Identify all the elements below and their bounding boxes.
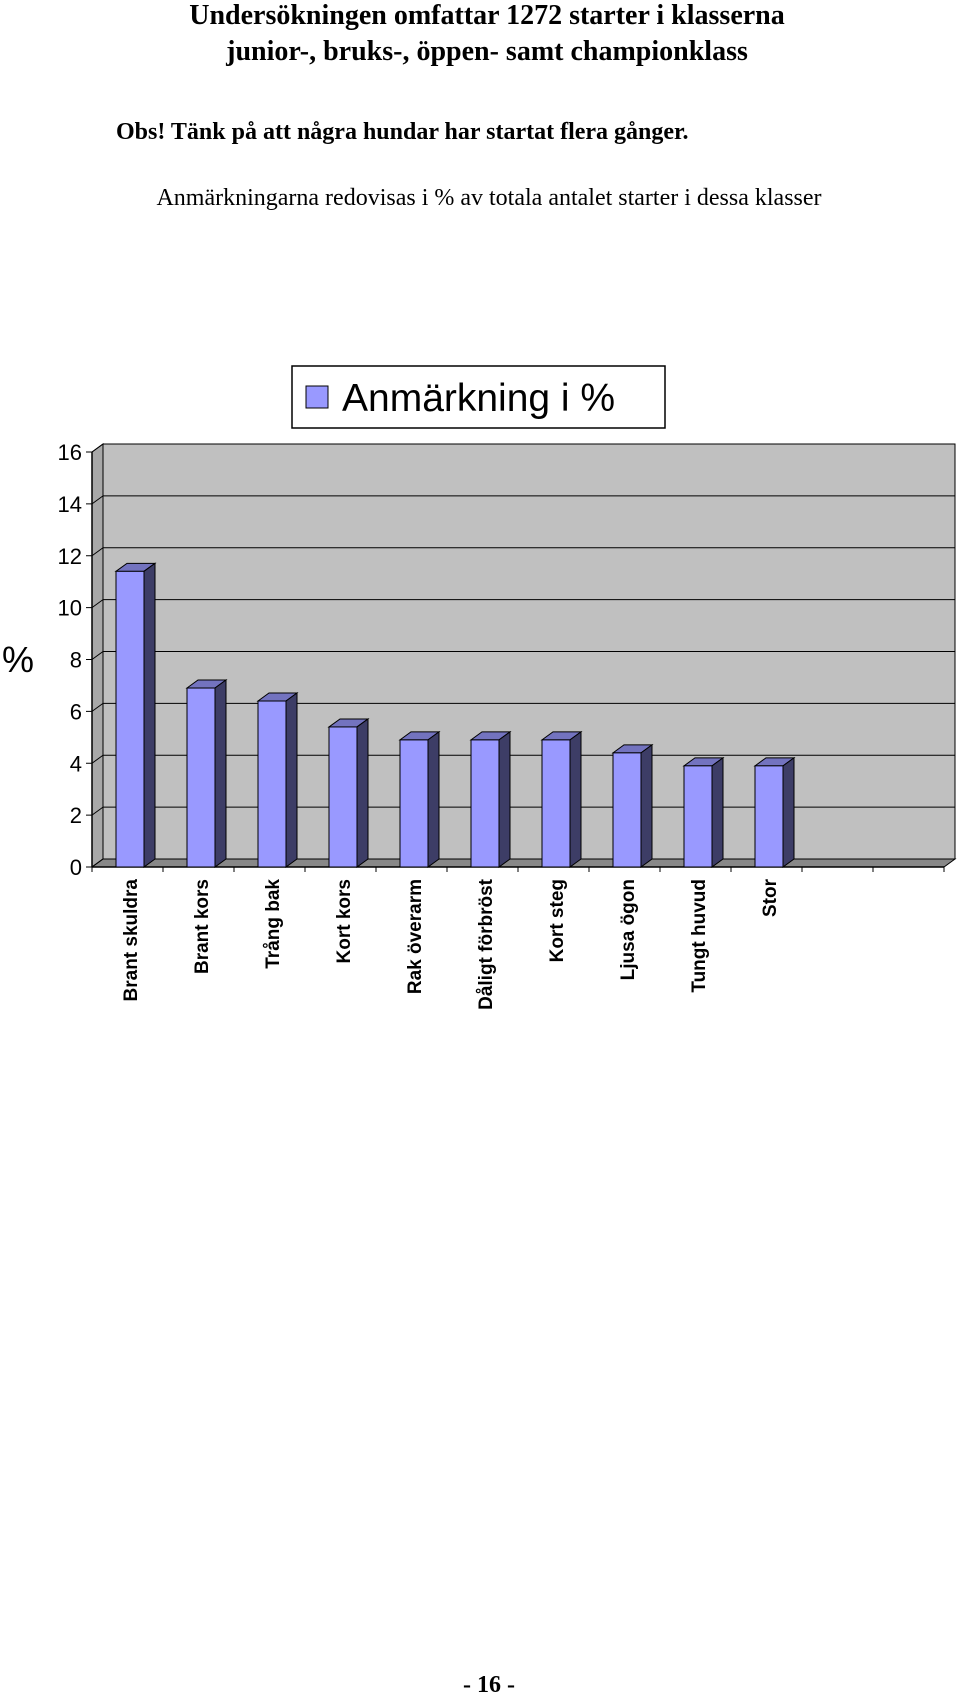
bar-side bbox=[356, 717, 369, 868]
bar-side bbox=[640, 743, 653, 868]
x-tick-label: Trång bak bbox=[263, 879, 284, 969]
grid-line bbox=[91, 806, 104, 816]
y-tick-label: 16 bbox=[58, 440, 82, 465]
subtitle: Anmärkningarna redovisas i % av totala a… bbox=[156, 185, 821, 211]
y-tick-label: 4 bbox=[70, 751, 82, 776]
grid-line bbox=[91, 651, 104, 660]
x-tick-label: Stor bbox=[760, 878, 781, 917]
y-tick-label: 0 bbox=[70, 855, 82, 880]
y-axis-label: % bbox=[2, 639, 34, 680]
legend-swatch bbox=[305, 385, 329, 409]
bar bbox=[257, 700, 287, 868]
grid-line bbox=[91, 754, 104, 764]
grid-line bbox=[91, 599, 104, 609]
x-tick-label: Tungt huvud bbox=[689, 879, 710, 993]
grid-line bbox=[91, 443, 104, 453]
legend-box bbox=[291, 365, 666, 429]
bar bbox=[399, 739, 429, 868]
bar-side bbox=[285, 692, 298, 868]
bar bbox=[470, 739, 500, 868]
x-tick-label: Brant skuldra bbox=[121, 879, 142, 1002]
title-line: Undersökningen omfattar 1272 starter i k… bbox=[189, 0, 785, 31]
y-tick-label: 14 bbox=[58, 492, 82, 517]
bar-side bbox=[569, 730, 582, 868]
y-tick-label: 6 bbox=[70, 699, 82, 724]
y-tick-label: 10 bbox=[58, 596, 82, 621]
grid-line bbox=[91, 702, 104, 712]
x-tick-label: Dåligt förbröst bbox=[476, 878, 497, 1010]
bar-side bbox=[498, 730, 511, 868]
bar bbox=[683, 765, 713, 868]
bar bbox=[754, 765, 784, 868]
bar bbox=[186, 687, 216, 868]
y-tick-label: 12 bbox=[58, 544, 82, 569]
bar bbox=[115, 570, 145, 868]
x-tick-label: Kort steg bbox=[547, 879, 568, 962]
y-tick-label: 2 bbox=[70, 803, 82, 828]
bar-side bbox=[782, 756, 795, 868]
y-tick-label: 8 bbox=[70, 648, 82, 673]
bar-side bbox=[711, 756, 724, 868]
legend-label: Anmärkning i % bbox=[342, 377, 615, 420]
x-tick-label: Brant kors bbox=[192, 879, 213, 974]
title-line: junior-, bruks-, öppen- samt championkla… bbox=[225, 36, 748, 67]
x-tick-label: Ljusa ögon bbox=[618, 879, 639, 980]
bar-side bbox=[143, 562, 156, 868]
bar bbox=[612, 752, 642, 868]
note: Obs! Tänk på att några hundar har starta… bbox=[116, 119, 689, 145]
bar-side bbox=[427, 730, 440, 868]
bar-side bbox=[214, 679, 227, 868]
grid-line bbox=[91, 858, 104, 868]
x-tick-label: Rak överarm bbox=[405, 879, 426, 994]
bar bbox=[541, 739, 571, 868]
page-number: - 16 - bbox=[463, 1672, 515, 1698]
bar bbox=[328, 726, 358, 868]
grid-line bbox=[91, 495, 104, 505]
grid-line bbox=[91, 547, 104, 557]
x-tick-label: Kort kors bbox=[334, 879, 355, 963]
